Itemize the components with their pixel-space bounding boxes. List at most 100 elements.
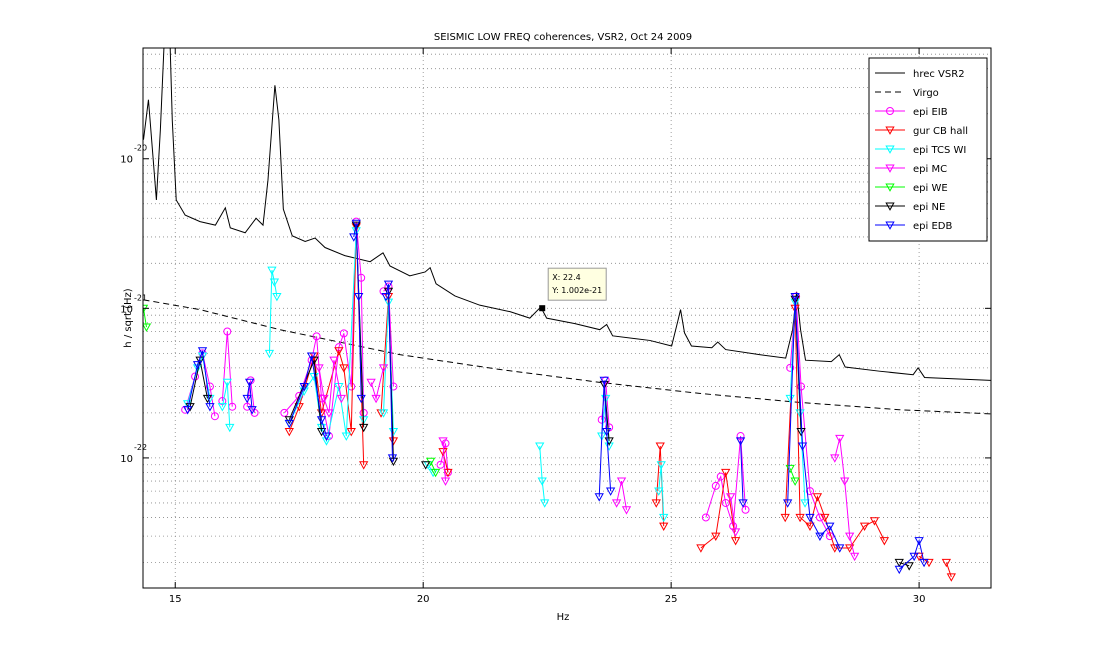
marker bbox=[845, 532, 855, 541]
marker bbox=[711, 532, 721, 541]
marker bbox=[225, 423, 235, 433]
marker bbox=[941, 558, 952, 568]
marker bbox=[242, 394, 252, 404]
marker bbox=[741, 505, 750, 514]
marker bbox=[797, 442, 808, 451]
marker bbox=[696, 544, 706, 553]
marker bbox=[783, 499, 793, 508]
marker bbox=[387, 454, 398, 463]
marker bbox=[191, 372, 200, 381]
marker bbox=[366, 378, 376, 388]
marker bbox=[835, 434, 845, 444]
marker bbox=[341, 432, 351, 441]
marker bbox=[656, 461, 666, 470]
legend-label: epi EIB bbox=[913, 107, 948, 118]
marker bbox=[314, 364, 324, 373]
series-line bbox=[143, 299, 991, 415]
marker bbox=[599, 376, 609, 386]
marker bbox=[356, 394, 366, 404]
marker bbox=[247, 406, 257, 415]
marker bbox=[840, 477, 850, 486]
marker bbox=[886, 107, 894, 115]
marker bbox=[904, 562, 914, 571]
series-line bbox=[318, 360, 856, 557]
marker bbox=[716, 472, 725, 481]
marker bbox=[835, 544, 845, 553]
marker bbox=[205, 403, 215, 412]
marker bbox=[721, 468, 731, 478]
marker bbox=[869, 517, 880, 526]
legend-label: epi WE bbox=[913, 183, 948, 194]
marker bbox=[805, 513, 815, 523]
plot-area bbox=[143, 48, 991, 588]
marker bbox=[222, 378, 232, 388]
marker bbox=[316, 428, 327, 437]
legend-label: Virgo bbox=[913, 88, 939, 99]
y-tick-label: 10 bbox=[120, 304, 133, 315]
marker bbox=[346, 428, 356, 437]
marker bbox=[786, 363, 795, 372]
marker bbox=[780, 513, 790, 523]
marker bbox=[735, 437, 746, 446]
series-line bbox=[143, 48, 991, 381]
marker bbox=[351, 219, 361, 229]
legend-label: epi EDB bbox=[913, 221, 952, 232]
marker bbox=[312, 332, 321, 341]
marker bbox=[284, 428, 294, 437]
marker bbox=[535, 442, 545, 451]
marker bbox=[651, 499, 661, 508]
marker bbox=[269, 278, 280, 287]
marker bbox=[885, 145, 895, 154]
marker bbox=[351, 221, 361, 230]
marker bbox=[885, 221, 895, 230]
marker bbox=[272, 292, 282, 302]
marker bbox=[540, 499, 550, 508]
data-tip: X: 22.4 Y: 1.002e-21 bbox=[539, 267, 607, 312]
x-tick-label: 15 bbox=[169, 594, 182, 605]
marker bbox=[919, 558, 929, 568]
marker bbox=[537, 477, 547, 486]
marker bbox=[388, 437, 399, 446]
x-tick-label: 20 bbox=[417, 594, 430, 605]
marker bbox=[359, 461, 369, 470]
marker bbox=[378, 364, 389, 373]
data-tip-box bbox=[547, 267, 607, 301]
y-tick-exponent: -21 bbox=[134, 293, 147, 302]
marker bbox=[730, 537, 741, 546]
marker bbox=[316, 416, 327, 425]
marker bbox=[894, 558, 904, 568]
legend-label: hrec VSR2 bbox=[913, 69, 965, 80]
y-tick-exponent: -22 bbox=[134, 443, 147, 452]
y-tick-label: 10 bbox=[120, 454, 133, 465]
marker bbox=[946, 573, 956, 582]
marker bbox=[805, 522, 815, 531]
marker bbox=[621, 506, 632, 515]
marker bbox=[611, 499, 622, 508]
marker bbox=[223, 327, 232, 336]
marker bbox=[143, 323, 152, 332]
marker bbox=[321, 437, 332, 446]
x-axis-label: Hz bbox=[557, 612, 570, 623]
marker bbox=[244, 378, 255, 388]
marker bbox=[421, 461, 431, 470]
y-tick-exponent: -20 bbox=[134, 144, 147, 153]
marker bbox=[210, 412, 219, 421]
marker bbox=[280, 408, 289, 417]
marker bbox=[785, 464, 795, 474]
marker bbox=[711, 481, 720, 490]
marker bbox=[616, 477, 627, 486]
marker bbox=[796, 428, 806, 437]
marker bbox=[192, 361, 203, 370]
marker bbox=[655, 442, 665, 451]
marker bbox=[299, 383, 309, 392]
marker bbox=[885, 202, 895, 211]
marker bbox=[359, 423, 369, 433]
marker bbox=[830, 544, 840, 553]
marker bbox=[894, 565, 904, 575]
marker bbox=[785, 394, 795, 404]
legend: hrec VSR2 Virgo epi EIB gur CB hall epi TCS … bbox=[868, 57, 988, 242]
legend-label: epi MC bbox=[913, 164, 947, 175]
